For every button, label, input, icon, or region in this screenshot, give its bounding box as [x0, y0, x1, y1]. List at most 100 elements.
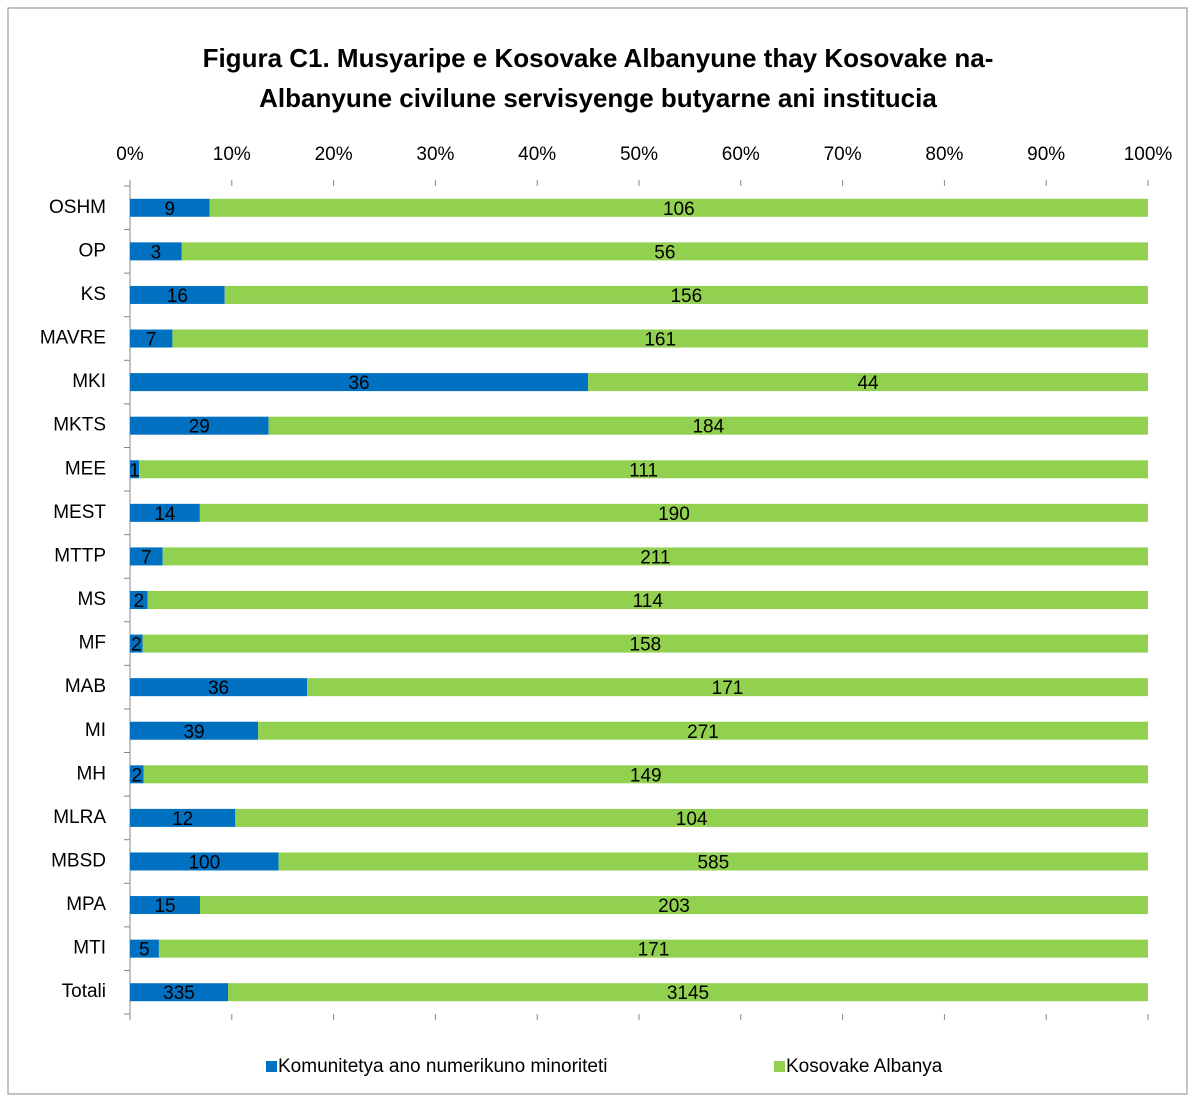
y-tick-label: MH — [76, 763, 106, 784]
y-tick-label: Totali — [62, 981, 106, 1002]
y-tick-label: MF — [79, 633, 106, 654]
bar-segment — [130, 242, 182, 261]
x-tick-label: 80% — [925, 144, 963, 165]
data-label: 1 — [129, 460, 140, 481]
bar-segment — [200, 896, 1148, 915]
data-label: 211 — [640, 547, 670, 568]
y-tick-label: MKTS — [53, 415, 106, 436]
data-label: 149 — [630, 765, 662, 786]
x-tick-label: 90% — [1027, 144, 1065, 165]
data-label: 39 — [183, 722, 204, 743]
bar-segment — [130, 852, 279, 871]
x-tick-label: 40% — [518, 144, 556, 165]
bar-segment — [130, 460, 140, 479]
bar-segment — [181, 242, 1149, 261]
data-label: 2 — [131, 765, 142, 786]
x-tick-label: 60% — [722, 144, 760, 165]
data-label: 585 — [697, 852, 729, 873]
x-tick-label: 0% — [116, 144, 144, 165]
x-tick-label: 30% — [416, 144, 454, 165]
bar-segment — [130, 678, 308, 697]
bar-segment — [130, 721, 259, 740]
bar-segment — [258, 721, 1149, 740]
bar-segment — [268, 416, 1148, 435]
legend-swatch — [266, 1061, 277, 1072]
bar-segment — [143, 765, 1148, 784]
data-label: 335 — [163, 983, 195, 1004]
data-label: 203 — [658, 896, 690, 917]
y-tick-label: MBSD — [51, 850, 106, 871]
x-tick-label: 70% — [824, 144, 862, 165]
bar-segment — [224, 285, 1148, 304]
bar-segment — [199, 503, 1149, 522]
data-label: 171 — [712, 678, 744, 699]
y-tick-label: OP — [79, 240, 106, 261]
y-tick-label: MEE — [65, 458, 106, 479]
y-tick-label: KS — [81, 284, 106, 305]
bar-segment — [235, 808, 1148, 827]
data-label: 36 — [348, 373, 369, 394]
data-label: 171 — [638, 940, 670, 961]
bar-segment — [162, 547, 1148, 566]
data-label: 161 — [644, 330, 676, 351]
bar-segment — [227, 983, 1148, 1002]
data-label: 29 — [189, 417, 210, 438]
legend-label: Kosovake Albanya — [786, 1056, 943, 1077]
data-label: 3 — [151, 242, 162, 263]
data-label: 36 — [208, 678, 229, 699]
data-label: 2 — [133, 591, 144, 612]
data-label: 14 — [154, 504, 176, 525]
data-label: 190 — [658, 504, 690, 525]
data-label: 158 — [630, 635, 662, 656]
x-tick-label: 10% — [213, 144, 251, 165]
bar-segment — [130, 373, 589, 392]
data-label: 7 — [141, 547, 152, 568]
y-tick-label: MTI — [73, 938, 106, 959]
bar-segment — [130, 808, 236, 827]
bar-segment — [130, 285, 225, 304]
data-label: 111 — [629, 460, 658, 481]
y-tick-label: MS — [78, 589, 107, 610]
bar-segment — [130, 591, 148, 609]
bar-segment — [130, 547, 163, 566]
bar-segment — [130, 765, 144, 784]
bar-segment — [130, 503, 200, 522]
data-label: 104 — [676, 809, 708, 830]
y-tick-label: MEST — [53, 502, 106, 523]
x-tick-label: 50% — [620, 144, 658, 165]
bar-segment — [142, 634, 1149, 653]
legend-swatch — [774, 1061, 785, 1072]
bar-segment — [172, 329, 1148, 348]
bar-segment — [130, 329, 173, 348]
y-tick-label: MAB — [65, 676, 106, 697]
data-label: 56 — [654, 242, 675, 263]
bar-segment — [130, 416, 269, 435]
data-label: 3145 — [667, 983, 709, 1004]
bar-segment — [307, 678, 1149, 697]
legend-label: Komunitetya ano numerikuno minoriteti — [278, 1056, 608, 1077]
bar-segment — [130, 983, 228, 1002]
y-tick-label: MI — [85, 720, 106, 741]
data-label: 271 — [687, 722, 719, 743]
bar-segment — [130, 634, 143, 653]
bar-segment — [209, 198, 1149, 217]
y-tick-label: MKI — [72, 371, 106, 392]
y-tick-label: OSHM — [49, 197, 106, 218]
chart-title: Figura C1. Musyaripe e Kosovake Albanyun… — [203, 43, 994, 113]
data-label: 184 — [692, 417, 724, 438]
bar-segment — [139, 460, 1148, 479]
y-tick-label: MTTP — [54, 545, 106, 566]
data-label: 5 — [139, 940, 150, 961]
bar-segment — [130, 896, 201, 915]
data-label: 16 — [167, 286, 188, 307]
data-label: 44 — [857, 373, 879, 394]
data-label: 7 — [146, 330, 157, 351]
y-tick-label: MPA — [66, 894, 106, 915]
x-tick-label: 20% — [315, 144, 353, 165]
bar-segment — [588, 373, 1148, 392]
bar-segment — [147, 591, 1148, 609]
y-tick-label: MAVRE — [40, 328, 106, 349]
data-label: 156 — [670, 286, 702, 307]
y-tick-label: MLRA — [53, 807, 106, 828]
